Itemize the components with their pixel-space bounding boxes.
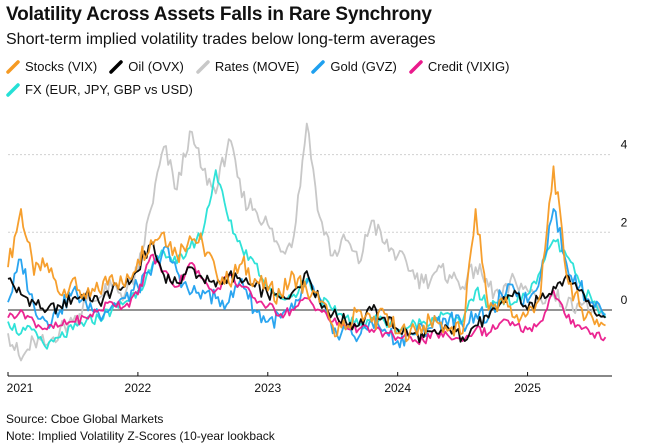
legend-item: Rates (MOVE) xyxy=(196,57,300,77)
legend-swatch-icon xyxy=(6,60,20,74)
legend-item: Gold (GVZ) xyxy=(311,57,397,77)
legend-swatch-icon xyxy=(311,60,326,74)
footnote: Note: Implied Volatility Z-Scores (10-ye… xyxy=(6,429,275,443)
source-note: Source: Cboe Global Markets xyxy=(6,412,164,426)
series-layer xyxy=(7,122,607,362)
legend-swatch-icon xyxy=(409,60,423,74)
legend-label: Oil (OVX) xyxy=(128,59,184,74)
series-line-2 xyxy=(7,122,607,362)
series-line-1 xyxy=(7,241,607,344)
legend-swatch-icon xyxy=(109,60,123,74)
legend-swatch-icon xyxy=(6,83,20,97)
series-line-0 xyxy=(7,165,606,343)
line-chart: 0 2 4 2021 2022 2023 2024 2025 xyxy=(7,122,628,395)
legend-label: Credit (VIXIG) xyxy=(427,59,510,74)
legend-item: Oil (OVX) xyxy=(109,57,184,77)
legend-item: Stocks (VIX) xyxy=(6,57,97,77)
x-tick-label: 2024 xyxy=(384,381,411,395)
x-tick-label: 2021 xyxy=(7,381,34,395)
axis-layer: 2021 2022 2023 2024 2025 xyxy=(7,372,612,395)
grid-layer: 0 2 4 xyxy=(8,138,628,311)
chart-title: Volatility Across Assets Falls in Rare S… xyxy=(6,4,432,25)
legend-label: Gold (GVZ) xyxy=(330,59,397,74)
series-line-4 xyxy=(7,253,607,346)
legend-label: FX (EUR, JPY, GBP vs USD) xyxy=(25,82,193,97)
x-tick-label: 2025 xyxy=(514,381,541,395)
chart-subtitle: Short-term implied volatility trades bel… xyxy=(6,31,436,48)
chart-legend: Stocks (VIX) Oil (OVX) Rates (MOVE) Gold (G… xyxy=(6,57,606,103)
series-line-5 xyxy=(7,169,607,350)
y-tick-label: 2 xyxy=(621,215,628,229)
legend-item: Credit (VIXIG) xyxy=(409,57,510,77)
x-tick-label: 2023 xyxy=(254,381,281,395)
legend-item: FX (EUR, JPY, GBP vs USD) xyxy=(6,80,193,100)
series-line-3 xyxy=(7,208,606,349)
y-tick-label: 0 xyxy=(621,293,628,307)
y-tick-label: 4 xyxy=(621,138,628,152)
x-tick-label: 2022 xyxy=(125,381,152,395)
legend-label: Stocks (VIX) xyxy=(25,59,98,74)
legend-label: Rates (MOVE) xyxy=(214,59,300,74)
legend-swatch-icon xyxy=(196,60,210,74)
